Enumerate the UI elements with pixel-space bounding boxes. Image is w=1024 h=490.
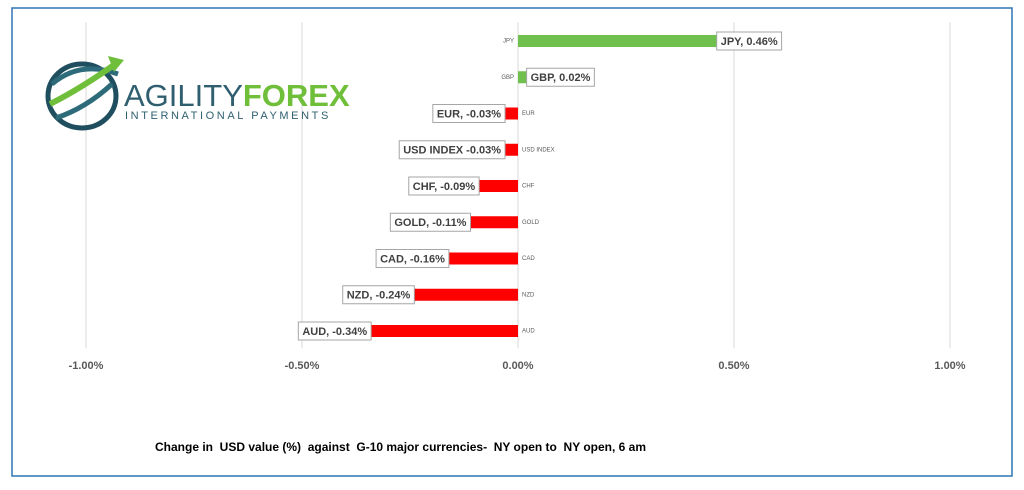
y-tick-label: EUR — [522, 111, 535, 117]
data-label-box — [716, 31, 783, 51]
data-label-box — [432, 104, 506, 123]
data-label-box — [342, 285, 415, 305]
data-label-box — [375, 249, 450, 268]
plot-area: -1.00% -0.50% 0.00% 0.50% 1.00% JPY JPY, 0.46%… — [69, 22, 966, 372]
bar — [371, 325, 518, 337]
bar — [505, 107, 518, 120]
bar — [518, 71, 527, 84]
data-label-text: GOLD, -0.11% — [394, 217, 466, 229]
y-tick-label: GBP — [501, 75, 514, 81]
y-tick-label: JPY — [503, 39, 514, 45]
data-label-text: EUR, -0.03% — [437, 108, 501, 120]
logo-swoosh — [50, 66, 119, 86]
logo-name: AGILITYFOREX — [124, 78, 350, 113]
logo-swoosh — [55, 82, 114, 121]
data-label: JPY, 0.46% — [716, 31, 783, 51]
y-tick-label: CHF — [522, 184, 535, 190]
bar — [414, 288, 518, 301]
y-tick-label: AUD — [522, 329, 535, 335]
y-tick-label: GOLD — [522, 220, 540, 226]
caption: Change in USD value (%) against G-10 maj… — [155, 440, 646, 454]
logo-name-part: AGILITY — [124, 78, 243, 113]
y-tick-label: USD INDEX — [522, 147, 555, 153]
data-label: NZD, -0.24% — [342, 285, 415, 305]
x-tick-label: 0.00% — [502, 360, 533, 372]
data-label-text: CAD, -0.16% — [380, 253, 445, 265]
bar — [448, 252, 518, 265]
bar — [470, 216, 518, 229]
logo-arrow — [108, 56, 124, 72]
data-label: CAD, -0.16% — [375, 249, 450, 268]
y-tick-label: NZD — [522, 292, 535, 298]
data-label: CHF, -0.09% — [408, 176, 480, 196]
logo-swoosh — [48, 59, 120, 107]
bar — [479, 180, 518, 192]
data-label-box — [389, 212, 471, 232]
data-label-text: AUD, -0.34% — [302, 326, 367, 338]
logo-globe — [45, 61, 119, 131]
data-label-box — [526, 67, 595, 87]
data-label-text: GBP, 0.02% — [531, 72, 591, 84]
bar — [505, 143, 518, 156]
x-tick-label: 1.00% — [934, 360, 965, 372]
x-tick-label: -1.00% — [69, 360, 104, 372]
data-label: EUR, -0.03% — [432, 104, 506, 123]
data-label-text: CHF, -0.09% — [413, 181, 476, 193]
data-label: GBP, 0.02% — [526, 67, 595, 87]
frame — [11, 7, 1013, 477]
data-label: AUD, -0.34% — [297, 321, 372, 341]
logo-name-part: FOREX — [243, 78, 350, 113]
data-label-text: NZD, -0.24% — [347, 290, 411, 302]
x-tick-label: -0.50% — [285, 360, 320, 372]
bar — [518, 35, 717, 47]
x-tick-label: 0.50% — [718, 360, 749, 372]
data-label-text: USD INDEX -0.03% — [403, 145, 501, 157]
y-tick-label: CAD — [522, 256, 535, 262]
data-label-box — [408, 176, 480, 196]
data-label: USD INDEX -0.03% — [398, 140, 506, 160]
logo-tagline: INTERNATIONAL PAYMENTS — [125, 110, 331, 122]
logo: AGILITYFOREX INTERNATIONAL PAYMENTS — [45, 56, 350, 131]
data-label-box — [297, 321, 372, 341]
data-label-box — [398, 140, 506, 160]
data-label-text: JPY, 0.46% — [721, 36, 778, 48]
data-label: GOLD, -0.11% — [389, 212, 471, 232]
